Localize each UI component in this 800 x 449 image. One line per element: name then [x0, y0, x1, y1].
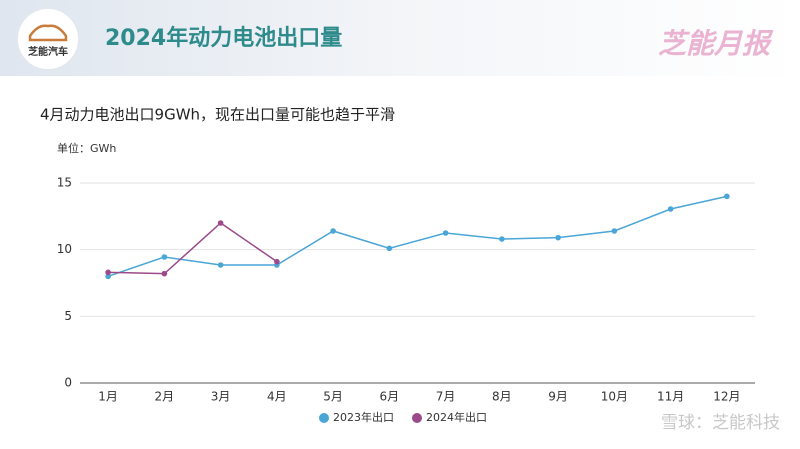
legend-marker [319, 413, 329, 423]
logo-text: 芝能汽车 [28, 45, 68, 58]
series-line [107, 195, 728, 278]
data-point [724, 193, 730, 200]
data-point [442, 230, 449, 236]
data-point [217, 220, 224, 226]
x-tick-label: 8月 [492, 390, 512, 404]
data-point [499, 236, 505, 242]
header-title: 2024年动力电池出口量 [105, 25, 342, 51]
data-point [217, 262, 224, 268]
watermark: 雪球：芝能科技 [661, 413, 780, 433]
x-tick-label: 11月 [657, 390, 684, 404]
data-point [161, 270, 168, 277]
legend-label: 2024年出口 [426, 410, 487, 424]
data-point [611, 228, 618, 234]
x-tick-label: 3月 [211, 390, 231, 404]
data-point [105, 273, 111, 280]
y-tick-label: 0 [64, 376, 72, 390]
x-tick-label: 4月 [267, 390, 287, 404]
x-tick-label: 7月 [436, 390, 456, 404]
data-point [386, 245, 393, 252]
x-tick-label: 9月 [548, 390, 568, 404]
logo-car [28, 24, 68, 42]
x-tick-label: 2月 [155, 390, 175, 404]
legend-marker [412, 413, 422, 423]
header-background [0, 0, 800, 76]
chart-title: 4月动力电池出口9GWh，现在出口量可能也趋于平滑 [40, 106, 395, 124]
x-tick-label: 5月 [323, 390, 343, 404]
y-tick-label: 5 [64, 309, 72, 323]
data-point [274, 258, 280, 265]
data-point [555, 234, 561, 241]
data-point [330, 228, 336, 234]
x-tick-label: 1月 [98, 390, 118, 404]
data-point [161, 254, 168, 260]
y-tick-label: 15 [57, 176, 72, 190]
series-line [108, 222, 278, 275]
x-tick-label: 6月 [380, 390, 400, 404]
y-tick-label: 10 [57, 242, 72, 256]
x-tick-label: 10月 [601, 390, 628, 404]
data-point [105, 269, 111, 276]
data-point [667, 206, 674, 212]
brand: 芝能月报 [658, 27, 774, 60]
legend-label: 2023年出口 [333, 410, 394, 424]
x-tick-label: 12月 [713, 390, 740, 404]
y-axis-label: 单位：GWh [57, 141, 116, 155]
